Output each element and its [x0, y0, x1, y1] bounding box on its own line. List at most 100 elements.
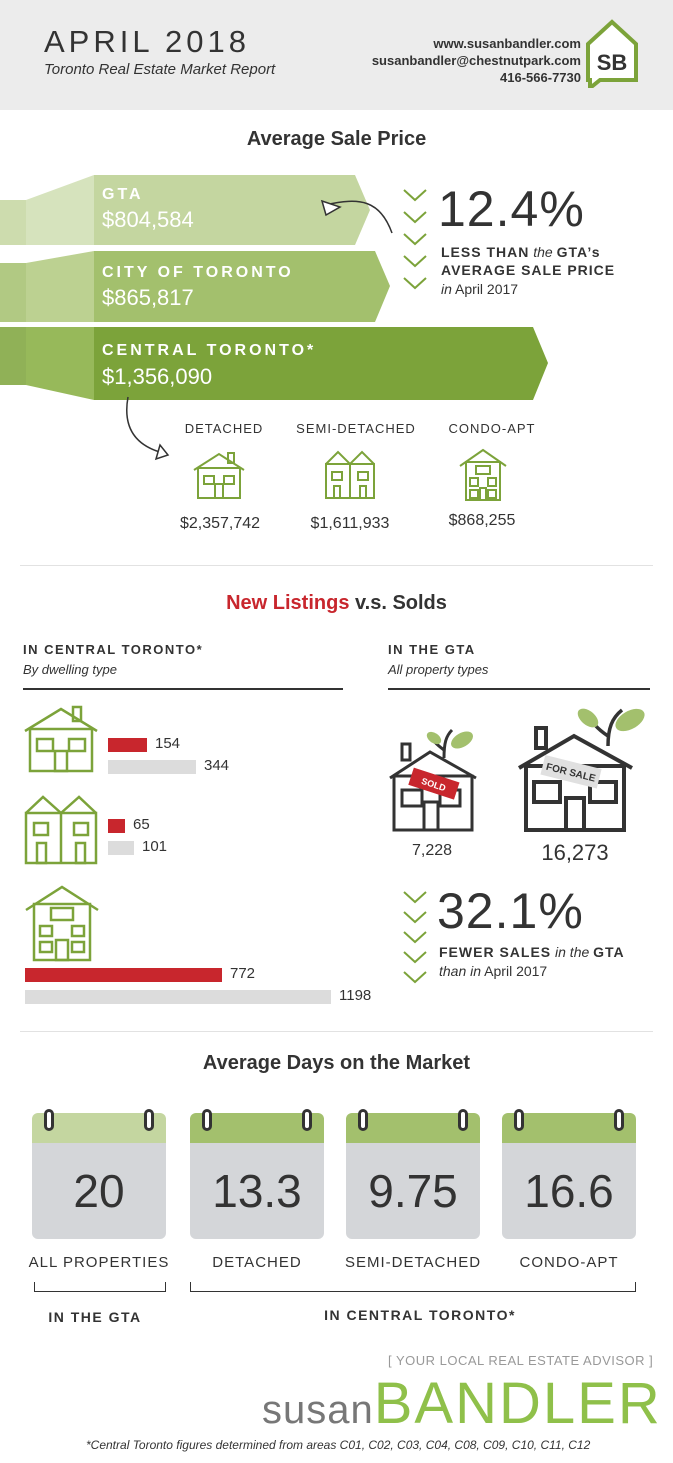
footer-brand: susanBANDLER [262, 1371, 662, 1436]
band-central-value: $1,356,090 [102, 364, 213, 389]
type-price-condo: $868,255 [448, 512, 516, 529]
footer-note: *Central Toronto figures determined from… [86, 1438, 591, 1452]
group-label-gta: IN THE GTA [48, 1309, 142, 1325]
gta-listed-count: 16,273 [541, 840, 609, 865]
detached-house-icon [193, 452, 245, 499]
central-col-rule [23, 688, 343, 690]
bracket-gta [34, 1282, 166, 1292]
day-value: 20 [32, 1143, 166, 1239]
type-label-detached: DETACHED [184, 421, 264, 436]
report-title: APRIL 2018 [44, 24, 251, 59]
row0-listed-bar [108, 760, 196, 774]
day-value: 16.6 [502, 1143, 636, 1239]
gta-sold-count: 7,228 [411, 842, 453, 859]
calendar-ring-icon [302, 1109, 312, 1131]
type-price-detached: $2,357,742 [179, 515, 261, 532]
price-bands [0, 175, 548, 400]
band-gta-ribbon [26, 175, 94, 245]
row2-sold-value: 772 [230, 965, 256, 982]
chevron-stack-icon [403, 189, 427, 290]
sales-diff-line1: FEWER SALES in the GTA [439, 944, 625, 960]
section-title-listings: New Listings v.s. Solds [226, 592, 447, 614]
gta-col-sub: All property types [388, 662, 489, 677]
calendar-ring-icon [614, 1109, 624, 1131]
calendar-top [346, 1109, 480, 1143]
row0-sold-bar [108, 738, 147, 752]
calendar-ring-icon [44, 1109, 54, 1131]
day-card-label: DETACHED [212, 1254, 302, 1271]
type-label-semi: SEMI-DETACHED [296, 421, 416, 436]
calendar-ring-icon [202, 1109, 212, 1131]
type-label-condo: CONDO-APT [448, 421, 536, 436]
day-card: 13.3 [190, 1109, 324, 1239]
website-link[interactable]: www.susanbandler.com [433, 36, 581, 51]
band-gta-label: GTA [102, 186, 144, 203]
band-gta-value: $804,584 [102, 207, 194, 232]
row1-sold-bar [108, 819, 125, 833]
type-price-semi: $1,611,933 [310, 515, 390, 532]
band-city [94, 251, 390, 322]
footer-tagline: [ YOUR LOCAL REAL ESTATE ADVISOR ] [388, 1353, 654, 1368]
price-diff-line3: in April 2017 [441, 281, 519, 297]
row1-listed-bar [108, 841, 134, 855]
report-subtitle: Toronto Real Estate Market Report [44, 61, 276, 78]
band-central-label: CENTRAL TORONTO* [102, 342, 317, 359]
row2-sold-bar [25, 968, 222, 982]
calendar-top [190, 1109, 324, 1143]
central-col-sub: By dwelling type [23, 662, 117, 677]
day-value: 13.3 [190, 1143, 324, 1239]
calendar-top [502, 1109, 636, 1143]
row1-listed-value: 101 [142, 838, 168, 855]
row0-listed-value: 344 [204, 757, 230, 774]
gta-col-head: IN THE GTA [388, 642, 476, 657]
row2-listed-value: 1198 [339, 987, 372, 1004]
calendar-ring-icon [144, 1109, 154, 1131]
band-city-stub [0, 263, 26, 322]
day-card-label: SEMI-DETACHED [344, 1254, 482, 1271]
calendar-top [32, 1109, 166, 1143]
row2-listed-bar [25, 990, 331, 1004]
day-value: 9.75 [346, 1143, 480, 1239]
band-city-label: CITY OF TORONTO [102, 264, 294, 281]
logo-text: SB [597, 50, 628, 75]
band-central [94, 327, 548, 400]
chevron-stack-icon-2 [403, 891, 427, 984]
gta-col-rule [388, 688, 650, 690]
arrow-curve [324, 200, 393, 234]
price-diff-line2: AVERAGE SALE PRICE [441, 262, 616, 278]
semi-detached-house-icon [325, 450, 375, 499]
price-diff-pct: 12.4% [438, 181, 585, 237]
condo-row-icon [25, 885, 99, 962]
semi-row-icon [24, 795, 98, 865]
bracket-central [190, 1282, 636, 1292]
sales-diff-line2: than in April 2017 [439, 963, 548, 979]
sold-house-icon: SOLD [389, 728, 477, 832]
calendar-ring-icon [514, 1109, 524, 1131]
email-link[interactable]: susanbandler@chestnutpark.com [371, 53, 581, 68]
row0-sold-value: 154 [155, 735, 181, 752]
price-diff-line1: LESS THAN the GTA’s [441, 244, 601, 260]
band-gta-stub [0, 200, 26, 245]
sb-logo-icon: SB [586, 19, 638, 88]
divider-2 [20, 1031, 653, 1032]
divider [20, 565, 653, 566]
day-card-label: ALL PROPERTIES [28, 1254, 170, 1271]
phone-number: 416-566-7730 [500, 70, 581, 85]
band-central-stub [0, 327, 26, 385]
day-card: 9.75 [346, 1109, 480, 1239]
band-gta [94, 175, 370, 245]
section-title-days: Average Days on the Market [202, 1052, 471, 1074]
calendar-ring-icon [458, 1109, 468, 1131]
condo-building-icon [459, 448, 507, 501]
group-label-central: IN CENTRAL TORONTO* [324, 1307, 516, 1323]
header-banner [0, 0, 673, 110]
band-central-ribbon [26, 327, 94, 400]
day-card-label: CONDO-APT [519, 1254, 619, 1271]
detached-row-icon [24, 705, 98, 773]
sales-diff-pct: 32.1% [437, 883, 584, 939]
band-city-ribbon [26, 251, 94, 322]
day-card: 16.6 [502, 1109, 636, 1239]
central-col-head: IN CENTRAL TORONTO* [23, 642, 204, 657]
section-title-avg-price: Average Sale Price [246, 128, 427, 150]
day-card: 20 [32, 1109, 166, 1239]
